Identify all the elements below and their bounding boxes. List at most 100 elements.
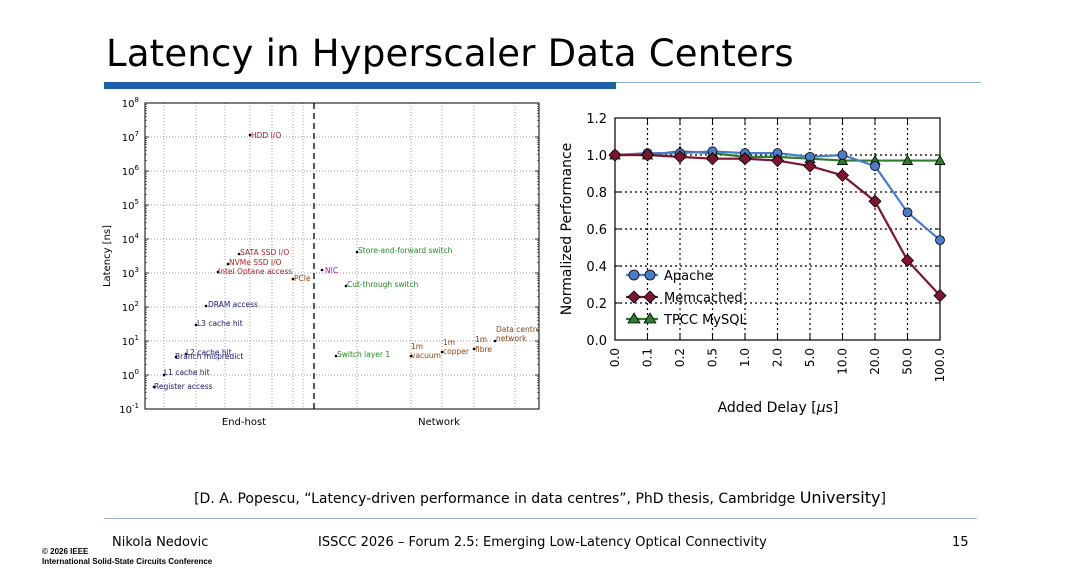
footer-author: Nikola Nedovic	[112, 535, 209, 550]
perf-y-tick-label: 0.2	[586, 297, 607, 312]
perf-x-tick-label: 100.0	[933, 348, 947, 382]
point-sata	[237, 252, 241, 256]
memcached-point	[673, 150, 687, 164]
label-l1: L1 cache hit	[164, 368, 210, 377]
point-ct-switch	[344, 284, 348, 288]
performance-legend: Apache Memcached TPCC MySQL	[626, 269, 747, 328]
title-underline-rule	[616, 82, 981, 83]
latency-y-tick-label: 106	[122, 164, 140, 178]
legend-tpcc-marker	[627, 312, 641, 324]
label-hdd: HDD I/O	[251, 131, 281, 140]
apache-point	[837, 150, 848, 160]
copyright-line-1: © 2026 IEEE	[42, 547, 89, 556]
page-number: 15	[952, 535, 969, 550]
latency-plot-frame	[144, 102, 540, 410]
point-1m-vacuum	[409, 354, 413, 358]
point-branch	[174, 355, 178, 359]
memcached-point	[835, 168, 850, 182]
legend-apache-marker	[628, 269, 640, 281]
title-underline-accent	[104, 82, 616, 89]
apache-point	[935, 235, 945, 246]
legend-apache-label: Apache	[664, 269, 713, 284]
point-optane	[216, 270, 220, 274]
perf-y-tick-label: 0.4	[586, 260, 607, 275]
label-1m-vacuum-a: 1m	[411, 342, 423, 351]
latency-y-tick-label: 108	[122, 96, 139, 110]
label-nic: NIC	[325, 266, 338, 275]
perf-x-tick-label: 5.0	[803, 348, 817, 367]
perf-y-tick-label: 0.0	[586, 334, 607, 349]
x-group-endhost: End-host	[222, 417, 266, 428]
perf-y-tick-label: 1.0	[586, 149, 607, 164]
point-1m-copper	[440, 350, 444, 354]
label-register: Register access	[154, 382, 213, 391]
legend-memcached-label: Memcached	[664, 291, 743, 306]
point-snf-switch	[355, 250, 359, 254]
legend-memcached-marker	[627, 290, 641, 304]
latency-y-tick-label: 101	[122, 334, 139, 348]
point-dc-network	[493, 339, 497, 343]
memcached-point	[608, 148, 622, 162]
latency-y-tick-label: 107	[122, 130, 139, 144]
perf-y-tick-label: 0.8	[586, 186, 607, 201]
tpcc-point	[901, 154, 914, 165]
perf-y-tick-label: 0.6	[586, 223, 607, 238]
label-ct-switch: Cut-through switch	[347, 280, 419, 289]
perf-x-tick-label: 50.0	[901, 348, 915, 375]
perf-x-tick-label: 0.1	[641, 348, 655, 367]
label-1m-copper-a: 1m	[443, 338, 455, 347]
copyright-line-2: International Solid-State Circuits Confe…	[42, 557, 213, 566]
label-1m-copper-b: copper	[443, 347, 470, 356]
slide-title: Latency in Hyperscaler Data Centers	[106, 32, 794, 75]
memcached-point	[705, 152, 720, 166]
memcached-point	[868, 194, 882, 208]
perf-x-tick-label: 0.5	[706, 348, 720, 367]
apache-point	[870, 161, 880, 172]
performance-y-axis-label: Normalized Performance	[559, 143, 575, 316]
perf-x-tick-label: 10.0	[836, 348, 850, 375]
memcached-point	[803, 159, 817, 173]
point-l1	[162, 373, 166, 377]
tpcc-point	[836, 154, 849, 165]
label-optane: Intel Optane access	[218, 267, 292, 276]
label-1m-fibre-b: fibre	[475, 345, 492, 354]
label-dram: DRAM access	[208, 300, 258, 309]
tpcc-point	[934, 154, 946, 165]
latency-y-tick-label: 100	[122, 368, 139, 382]
footer-conference: ISSCC 2026 – Forum 2.5: Emerging Low-Lat…	[318, 535, 767, 550]
memcached-point	[770, 153, 785, 168]
label-sata: SATA SSD I/O	[240, 248, 289, 257]
perf-x-tick-label: 1.0	[738, 348, 752, 367]
point-l3	[194, 323, 198, 327]
latency-y-tick-label: 103	[122, 266, 139, 280]
x-group-network: Network	[418, 417, 460, 428]
perf-x-tick-label: 20.0	[868, 348, 882, 375]
label-dc-network-a: Data centre	[496, 325, 541, 334]
label-branch: Branch mispredict	[175, 352, 243, 361]
latency-y-tick-label: 105	[122, 198, 139, 212]
latency-y-tick-label: 10-1	[119, 402, 139, 416]
point-l2	[184, 352, 188, 356]
point-pcie	[291, 277, 295, 281]
label-l3: L3 cache hit	[197, 319, 243, 328]
point-1m-fibre	[472, 347, 476, 351]
perf-x-tick-label: 0.0	[608, 348, 622, 367]
label-nvme: NVMe SSD I/O	[229, 258, 282, 267]
memcached-point	[933, 289, 947, 303]
latency-y-tick-label: 104	[122, 232, 140, 246]
label-1m-vacuum-b: vacuum	[411, 351, 441, 360]
label-switch-layer1: Switch layer 1	[337, 350, 390, 359]
point-register	[152, 385, 156, 389]
point-switch-layer1	[334, 354, 338, 358]
perf-x-tick-label: 0.2	[673, 348, 687, 367]
memcached-point	[738, 152, 752, 166]
point-dram	[204, 304, 208, 308]
label-l2: L2 cache hit	[186, 348, 232, 357]
memcached-point	[640, 148, 655, 162]
latency-y-tick-label: 102	[122, 300, 139, 314]
point-hdd	[248, 133, 252, 137]
latency-y-axis-label: Latency [ns]	[102, 225, 113, 287]
label-1m-fibre-a: 1m	[475, 335, 487, 344]
